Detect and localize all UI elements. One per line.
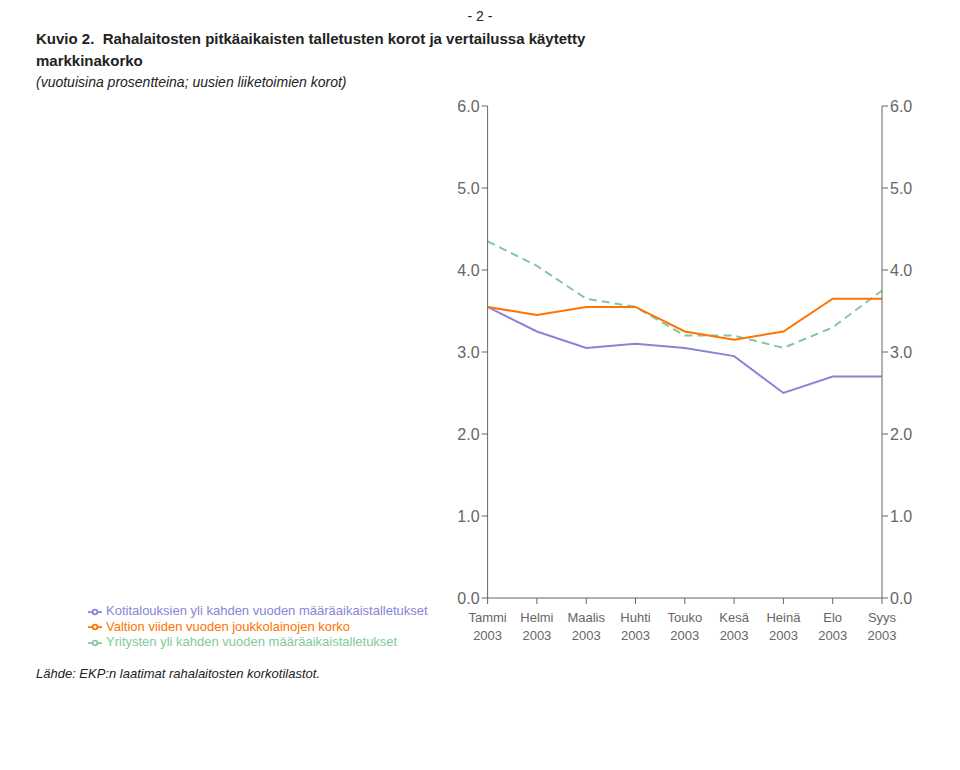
html-text:Yritysten yli kahden vuoden mä: Yritysten yli kahden vuoden määräaikaist… bbox=[106, 634, 398, 650]
svg-text:2.0: 2.0 bbox=[457, 426, 479, 443]
svg-text:5.0: 5.0 bbox=[457, 180, 479, 197]
svg-text:Elo2003: Elo2003 bbox=[818, 610, 847, 643]
html-text:Lähde: EKP:n laatimat rahalait: Lähde: EKP:n laatimat rahalaitosten kork… bbox=[36, 666, 320, 681]
html-text:Valtion viiden vuoden joukkola: Valtion viiden vuoden joukkolainojen kor… bbox=[106, 618, 350, 634]
svg-text:3.0: 3.0 bbox=[890, 344, 912, 361]
svg-text:0.0: 0.0 bbox=[890, 590, 912, 607]
svg-text:Heinä2003: Heinä2003 bbox=[766, 610, 801, 643]
svg-text:3.0: 3.0 bbox=[457, 344, 479, 361]
svg-text:2.0: 2.0 bbox=[890, 426, 912, 443]
svg-text:1.0: 1.0 bbox=[457, 508, 479, 525]
svg-text:Maalis2003: Maalis2003 bbox=[567, 610, 605, 643]
html-text:markkinakorko: markkinakorko bbox=[36, 52, 143, 69]
svg-text:Touko2003: Touko2003 bbox=[667, 610, 702, 643]
html-text:(vuotuisina prosentteina; uusi: (vuotuisina prosentteina; uusien liiketo… bbox=[36, 74, 347, 90]
svg-text:Helmi2003: Helmi2003 bbox=[520, 610, 553, 643]
svg-text:Syys2003: Syys2003 bbox=[868, 610, 897, 643]
svg-text:1.0: 1.0 bbox=[890, 508, 912, 525]
svg-text:6.0: 6.0 bbox=[890, 98, 912, 115]
svg-text:5.0: 5.0 bbox=[890, 180, 912, 197]
svg-text:Tammi2003: Tammi2003 bbox=[468, 610, 506, 643]
html-text:- 2 -: - 2 - bbox=[467, 8, 493, 24]
html-text:Kotitalouksien yli kahden vuod: Kotitalouksien yli kahden vuoden määräai… bbox=[106, 603, 428, 619]
svg-text:4.0: 4.0 bbox=[890, 262, 912, 279]
html-text:Kuvio 2. Rahalaitosten pitkäai: Kuvio 2. Rahalaitosten pitkäaikaisten ta… bbox=[36, 30, 586, 47]
svg-text:4.0: 4.0 bbox=[457, 262, 479, 279]
svg-text:Huhti2003: Huhti2003 bbox=[620, 610, 650, 643]
svg-text:Kesä2003: Kesä2003 bbox=[719, 610, 749, 643]
svg-text:0.0: 0.0 bbox=[457, 590, 479, 607]
svg-text:6.0: 6.0 bbox=[457, 98, 479, 115]
